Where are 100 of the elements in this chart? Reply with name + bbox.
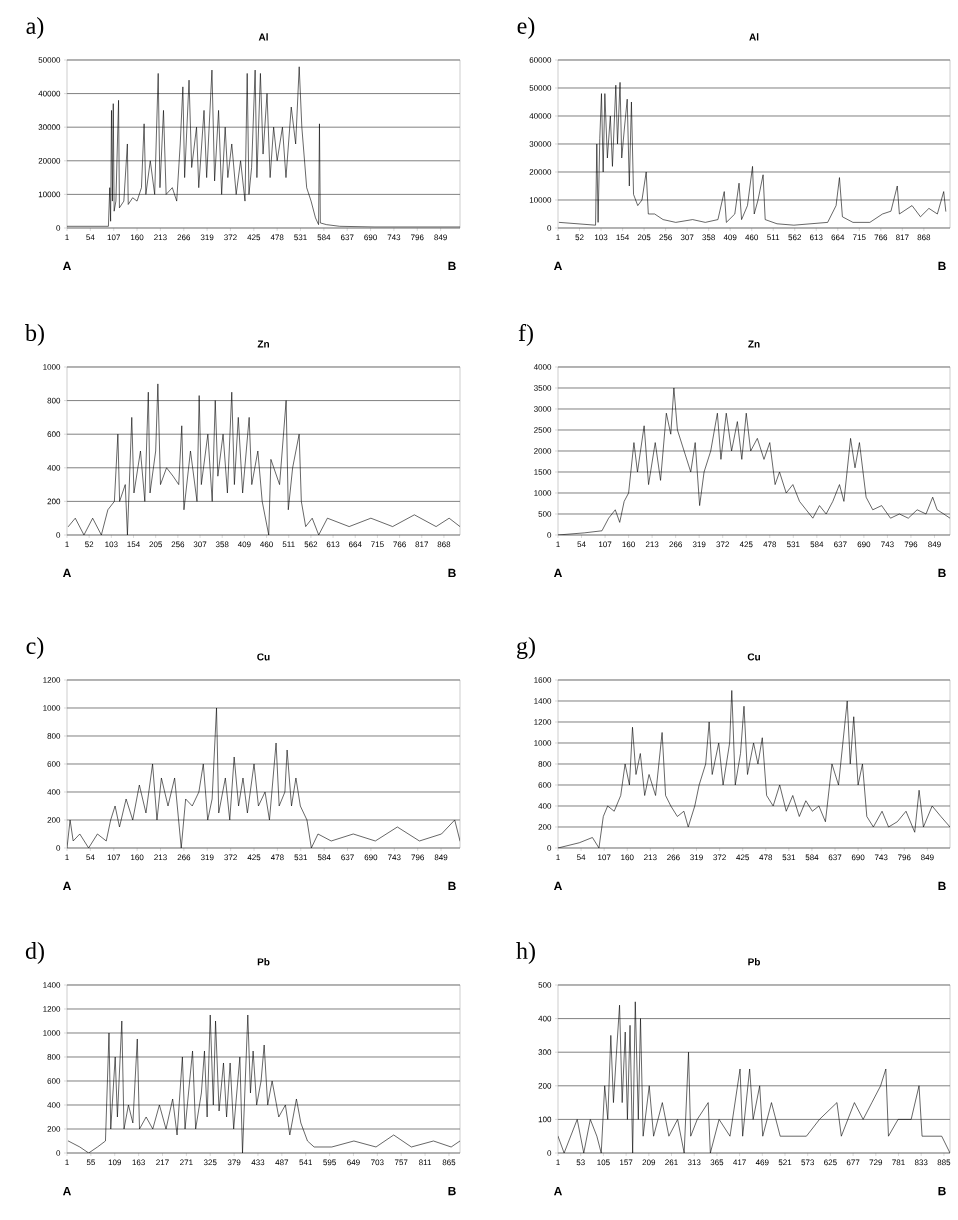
x-tick-label: 372: [716, 541, 729, 548]
x-tick-label: 715: [853, 234, 866, 241]
x-tick-label: 266: [177, 234, 191, 241]
y-tick-label: 1400: [534, 698, 552, 704]
x-tick-label: 307: [193, 541, 207, 548]
x-tick-label: 649: [347, 1159, 360, 1166]
y-tick-label: 500: [538, 511, 552, 517]
y-tick-label: 200: [538, 824, 552, 830]
x-tick-label: 817: [896, 234, 909, 241]
chart-title: Cu: [747, 653, 761, 661]
text: A: [62, 881, 72, 891]
x-tick-label: 531: [782, 854, 796, 861]
x-tick-label: 460: [745, 234, 759, 241]
x-tick-label: 511: [282, 541, 295, 548]
x-tick-label: 562: [788, 234, 801, 241]
x-tick-label: 715: [371, 541, 384, 548]
x-tick-label: 531: [786, 541, 800, 548]
x-tick-label: 358: [702, 234, 715, 241]
x-tick-label: 205: [149, 541, 163, 548]
y-tick-label: 3000: [533, 406, 552, 412]
x-tick-label: 1: [65, 234, 69, 241]
x-tick-label: 372: [224, 854, 237, 861]
x-tick-label: 833: [914, 1159, 928, 1166]
x-tick-label: 213: [645, 541, 659, 548]
x-tick-label: 425: [739, 541, 753, 548]
y-tick-label: 0: [56, 532, 61, 538]
x-tick-label: 796: [411, 854, 424, 861]
y-tick-label: 50000: [38, 57, 61, 63]
x-tick-label: 743: [387, 234, 401, 241]
x-tick-label: 521: [778, 1159, 792, 1166]
x-tick-label: 425: [247, 854, 261, 861]
x-tick-label: 107: [598, 854, 611, 861]
x-tick-label: 1: [556, 854, 560, 861]
text: B: [938, 568, 946, 578]
y-tick-label: 1000: [534, 490, 552, 496]
x-tick-label: 154: [127, 541, 140, 548]
y-tick-label: 1000: [534, 740, 552, 746]
x-tick-label: 584: [317, 234, 331, 241]
x-tick-label: 865: [442, 1159, 456, 1166]
x-tick-label: 743: [874, 854, 888, 861]
x-tick-label: 664: [831, 234, 845, 241]
x-tick-label: 256: [171, 541, 185, 548]
text: c): [26, 637, 44, 659]
x-tick-label: 261: [665, 1159, 678, 1166]
x-tick-label: 55: [86, 1159, 95, 1166]
x-tick-label: 433: [251, 1159, 265, 1166]
x-tick-label: 487: [275, 1159, 289, 1166]
y-tick-label: 600: [47, 761, 61, 767]
y-tick-label: 1000: [43, 364, 61, 370]
y-tick-label: 400: [47, 464, 61, 471]
x-tick-label: 160: [622, 541, 635, 548]
x-tick-label: 613: [809, 234, 823, 241]
x-tick-label: 613: [326, 541, 340, 548]
x-tick-label: 307: [680, 234, 694, 241]
chart-title: Zn: [748, 340, 760, 348]
text: B: [448, 881, 456, 891]
x-tick-label: 531: [294, 234, 307, 241]
y-tick-label: 200: [538, 1082, 552, 1089]
x-tick-label: 595: [323, 1159, 336, 1166]
x-tick-label: 103: [105, 541, 118, 548]
x-tick-label: 313: [687, 1159, 701, 1166]
y-tick-label: 1600: [534, 677, 552, 683]
y-tick-label: 50000: [529, 85, 552, 91]
x-tick-label: 319: [690, 854, 703, 861]
y-tick-label: 30000: [38, 124, 61, 131]
y-tick-label: 0: [547, 1150, 552, 1156]
y-tick-label: 600: [47, 1078, 61, 1084]
text: B: [938, 881, 946, 891]
x-tick-label: 105: [597, 1159, 610, 1166]
x-tick-label: 766: [874, 234, 888, 241]
x-tick-label: 531: [294, 854, 308, 861]
x-tick-label: 266: [667, 854, 680, 861]
x-tick-label: 213: [154, 854, 167, 861]
x-tick-label: 478: [270, 234, 284, 241]
y-tick-label: 800: [47, 1054, 61, 1060]
x-tick-label: 637: [834, 541, 847, 548]
x-tick-label: 52: [85, 541, 94, 548]
x-tick-label: 584: [810, 541, 824, 548]
x-tick-label: 325: [203, 1159, 217, 1166]
y-tick-label: 200: [47, 498, 61, 505]
x-tick-label: 1: [65, 1159, 69, 1166]
x-tick-label: 409: [237, 541, 251, 548]
x-tick-label: 1: [556, 234, 560, 241]
x-tick-label: 766: [393, 541, 406, 548]
y-tick-label: 400: [47, 1102, 61, 1108]
x-tick-label: 107: [107, 234, 120, 241]
y-tick-label: 1500: [534, 469, 552, 475]
x-tick-label: 743: [881, 541, 894, 548]
x-tick-label: 743: [388, 854, 401, 861]
text: A: [553, 261, 563, 271]
text: a): [26, 17, 44, 39]
x-tick-label: 690: [851, 854, 865, 861]
y-tick-label: 600: [538, 782, 552, 788]
x-tick-label: 637: [341, 854, 354, 861]
x-tick-label: 160: [130, 234, 144, 241]
x-tick-label: 849: [434, 854, 448, 861]
x-tick-label: 256: [659, 234, 672, 241]
x-tick-label: 409: [723, 234, 737, 241]
x-tick-label: 573: [801, 1159, 815, 1166]
x-tick-label: 417: [733, 1159, 746, 1166]
